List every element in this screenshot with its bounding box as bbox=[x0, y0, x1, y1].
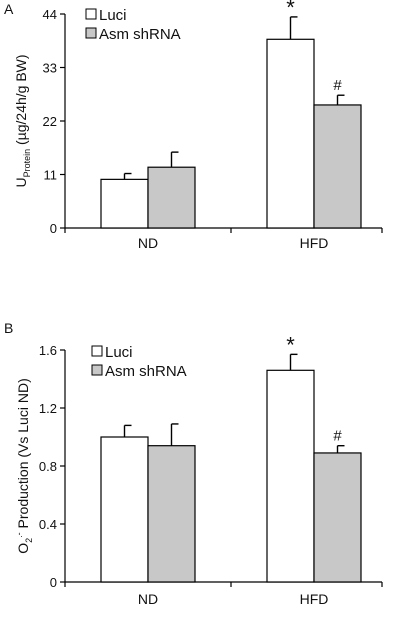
y-tick-label: 33 bbox=[43, 61, 57, 76]
bar bbox=[147, 445, 196, 583]
legend-swatch bbox=[91, 345, 103, 357]
significance-marker: # bbox=[333, 428, 342, 445]
y-tick-label: 11 bbox=[44, 168, 58, 183]
bar bbox=[313, 452, 362, 583]
bar bbox=[266, 369, 315, 583]
bar bbox=[100, 436, 149, 583]
y-tick-label: 0.8 bbox=[39, 459, 57, 474]
bar bbox=[147, 166, 196, 229]
significance-marker: * bbox=[286, 332, 295, 357]
panel-label: A bbox=[4, 1, 14, 17]
legend-swatch bbox=[91, 364, 103, 376]
y-axis-label: UProtein (µg/24h/g BW) bbox=[13, 54, 32, 187]
bar bbox=[266, 38, 315, 229]
bar bbox=[313, 104, 362, 229]
y-tick-label: 1.6 bbox=[39, 343, 57, 358]
y-tick-label: 44 bbox=[43, 7, 57, 22]
legend-label: Luci bbox=[105, 344, 133, 361]
y-tick-label: 0 bbox=[50, 575, 57, 590]
y-tick-label: 1.2 bbox=[39, 401, 57, 416]
significance-marker: # bbox=[333, 77, 342, 94]
y-tick-label: 22 bbox=[43, 114, 57, 129]
x-tick-label: HFD bbox=[300, 591, 329, 607]
panel-label: B bbox=[4, 320, 13, 336]
x-tick-label: ND bbox=[138, 591, 158, 607]
x-tick-label: ND bbox=[138, 235, 158, 251]
legend-swatch bbox=[85, 8, 97, 20]
y-tick-label: 0.4 bbox=[39, 517, 57, 532]
legend-label: Asm shRNA bbox=[99, 26, 181, 43]
legend-label: Asm shRNA bbox=[105, 363, 187, 380]
chart-panel-a: A 0 11 22 33 44 ND HFD * # Luci Asm shRNA UProtein (… bbox=[4, 0, 383, 251]
bar bbox=[100, 178, 149, 229]
y-axis-label: O2.- Production (Vs Luci ND) bbox=[14, 378, 34, 553]
legend-label: Luci bbox=[99, 7, 127, 24]
y-tick-label: 0 bbox=[50, 221, 57, 236]
x-tick-label: HFD bbox=[300, 235, 329, 251]
chart-panel-b: B 0 0.4 0.8 1.2 1.6 ND HFD * # Luci Asm shRNA O2.- P… bbox=[4, 320, 383, 607]
legend-swatch bbox=[85, 27, 97, 39]
significance-marker: * bbox=[286, 0, 295, 20]
